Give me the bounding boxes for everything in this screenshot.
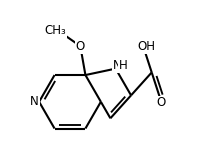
Text: H: H — [119, 59, 127, 72]
Text: CH₃: CH₃ — [44, 24, 66, 37]
Text: OH: OH — [138, 40, 156, 53]
Text: N: N — [30, 95, 39, 108]
Text: N: N — [113, 59, 121, 72]
Text: O: O — [156, 96, 165, 110]
Text: O: O — [76, 40, 85, 53]
